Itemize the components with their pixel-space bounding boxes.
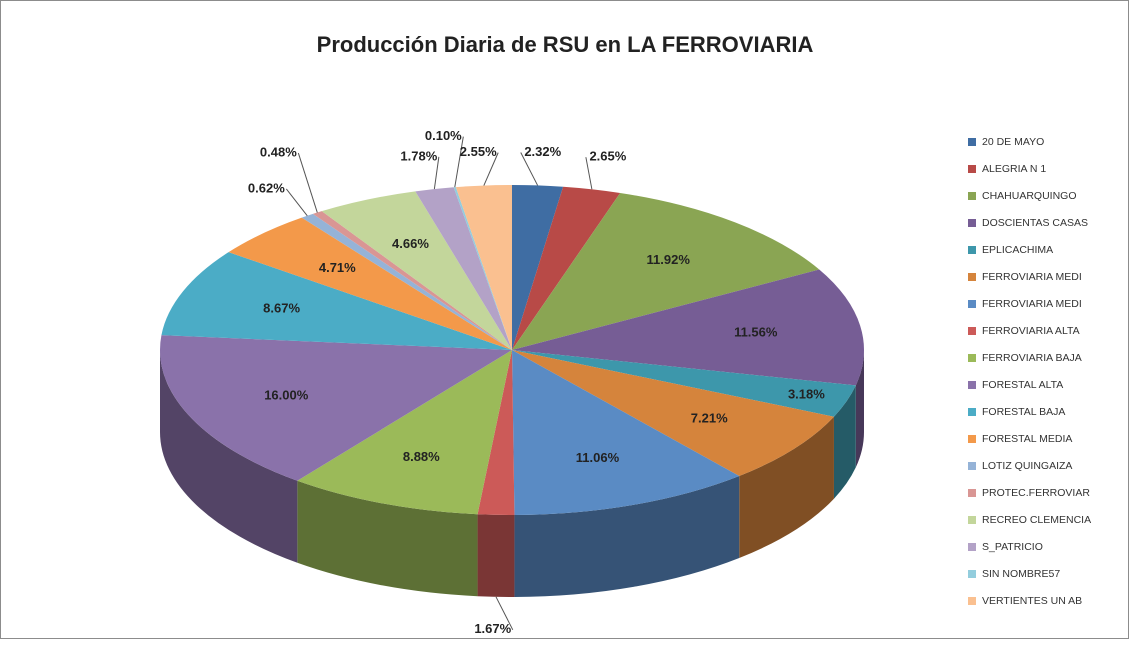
pie-slice [159,335,513,481]
pie-slice [512,350,740,515]
pie-side [477,514,515,597]
legend-swatch [968,489,976,497]
legend-label: SIN NOMBRE57 [982,568,1060,580]
pie-slice [512,192,820,350]
data-label: 1.67% [474,621,511,636]
legend-swatch [968,516,976,524]
pie-slice [321,191,512,350]
data-label: 8.67% [263,300,300,315]
leader-line [585,157,593,190]
legend-swatch [968,354,976,362]
leader-line [297,152,318,213]
data-label: 2.32% [524,144,561,159]
pie-slice [512,269,864,386]
legend-swatch [968,462,976,470]
pie-side [739,416,834,559]
pie-side [833,385,856,499]
data-label: 11.56% [734,325,778,340]
leader-line [454,136,464,188]
data-label: 11.06% [576,450,620,465]
data-label: 8.88% [403,449,440,464]
legend-swatch [968,381,976,389]
data-label: 0.10% [425,128,462,143]
pie-slice [477,350,515,515]
legend-swatch [968,408,976,416]
pie-side [160,350,298,563]
data-label: 2.55% [460,144,497,159]
legend-swatch [968,597,976,605]
legend-label: FORESTAL BAJA [982,406,1065,418]
pie-slice [312,211,512,350]
legend-label: RECREO CLEMENCIA [982,514,1091,526]
legend-label: ALEGRIA N 1 [982,163,1046,175]
legend-label: VERTIENTES UN AB [982,595,1082,607]
legend-swatch [968,300,976,308]
legend-label: FERROVIARIA MEDI [982,271,1082,283]
data-label: 3.18% [788,387,825,402]
legend-label: FORESTAL MEDIA [982,433,1072,445]
pie-side [514,476,740,597]
leader-line [433,156,440,190]
leader-line [520,152,539,186]
pie-slice [453,187,512,350]
pie-slice [512,186,621,350]
data-label: 4.71% [319,260,356,275]
pie-slice [512,185,564,350]
pie-slice [415,187,512,350]
leader-line [483,152,499,186]
data-label: 7.21% [691,411,728,426]
leader-line [285,188,308,217]
pie-side [297,480,478,597]
legend-swatch [968,192,976,200]
legend-label: S_PATRICIO [982,541,1043,553]
pie-slice [512,350,856,417]
legend-swatch [968,165,976,173]
legend-swatch [968,219,976,227]
pie-side [855,350,864,468]
legend-label: FERROVIARIA ALTA [982,325,1080,337]
legend-swatch [968,435,976,443]
pie-slice [228,217,513,350]
data-label: 11.92% [647,252,691,267]
legend-label: DOSCIENTAS CASAS [982,217,1088,229]
chart-title: Producción Diaria de RSU en LA FERROVIAR… [317,32,814,57]
legend-swatch [968,246,976,254]
legend-label: CHAHUARQUINGO [982,190,1077,202]
legend-swatch [968,543,976,551]
legend-label: FORESTAL ALTA [982,379,1063,391]
legend-label: PROTEC.FERROVIAR [982,487,1090,499]
legend-label: LOTIZ QUINGAIZA [982,460,1072,472]
pie-slice [455,185,512,350]
legend-label: FERROVIARIA BAJA [982,352,1082,364]
legend-label: FERROVIARIA MEDI [982,298,1082,310]
leader-line [495,596,514,631]
legend-swatch [968,138,976,146]
legend-label: 20 DE MAYO [982,136,1044,148]
legend-swatch [968,570,976,578]
legend-swatch [968,273,976,281]
data-label: 1.78% [400,148,437,163]
pie-slice [512,350,834,477]
pie-slice [161,252,512,350]
data-label: 16.00% [264,388,309,403]
data-label: 0.62% [248,180,285,195]
data-label: 4.66% [392,236,429,251]
pie-slice [297,350,512,515]
data-label: 0.48% [260,144,297,159]
legend-label: EPLICACHIMA [982,244,1053,256]
data-label: 2.65% [589,149,626,164]
pie-slice [301,213,512,350]
legend-swatch [968,327,976,335]
